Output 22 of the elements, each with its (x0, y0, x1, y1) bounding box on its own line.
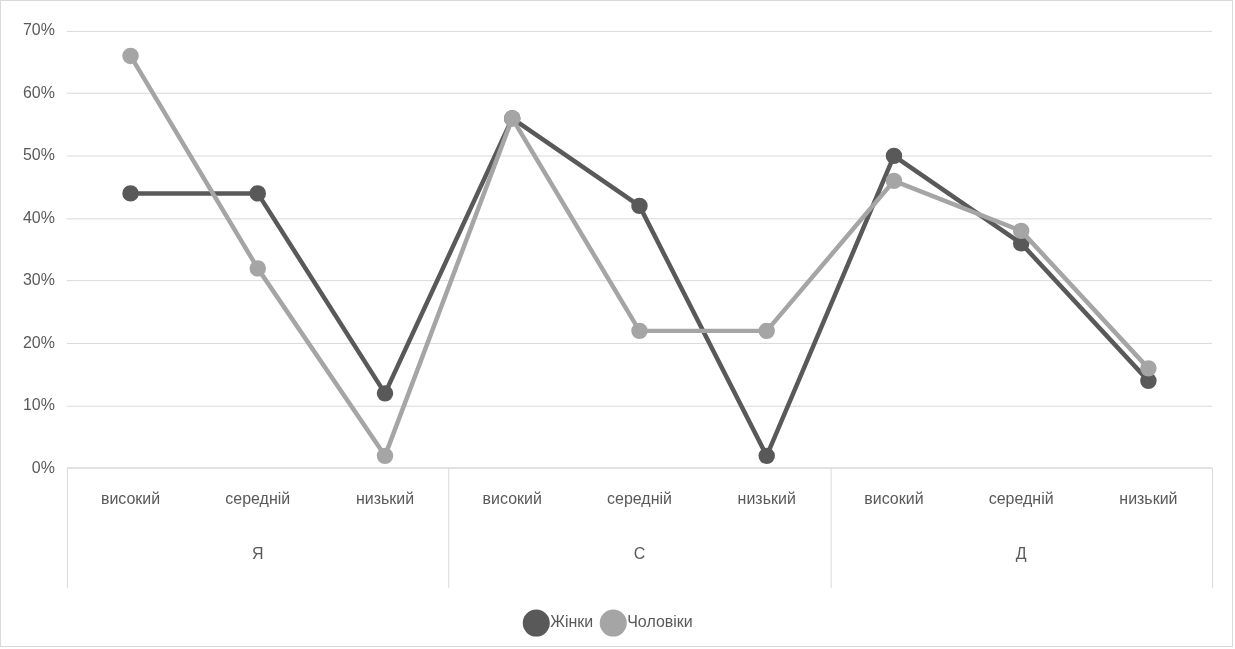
x-tick-label: низький (1119, 490, 1178, 508)
x-tick-label: високий (100, 490, 161, 508)
x-tick-label: середній (225, 490, 291, 508)
text: Я (252, 545, 264, 563)
x-tick-label: середній (988, 490, 1054, 508)
y-tick-label: 60% (22, 83, 55, 101)
y-tick-label: 0% (31, 458, 55, 476)
text: С (633, 545, 646, 563)
x-tick-label: високий (482, 490, 542, 508)
y-tick-label: 70% (22, 21, 55, 39)
legend-label: Чоловіки (627, 613, 693, 631)
y-tick-label: 50% (22, 146, 55, 164)
x-tick-label: середній (607, 490, 672, 508)
x-tick-label: низький (737, 490, 796, 508)
text: Д (1015, 545, 1027, 563)
y-tick-label: 40% (22, 208, 55, 226)
x-tick-label: низький (355, 490, 415, 508)
y-tick-label: 20% (22, 333, 55, 351)
x-tick-label: високий (864, 490, 924, 508)
y-tick-label: 10% (22, 396, 55, 414)
y-tick-label: 30% (22, 271, 55, 289)
legend-label: Жінки (550, 613, 594, 631)
